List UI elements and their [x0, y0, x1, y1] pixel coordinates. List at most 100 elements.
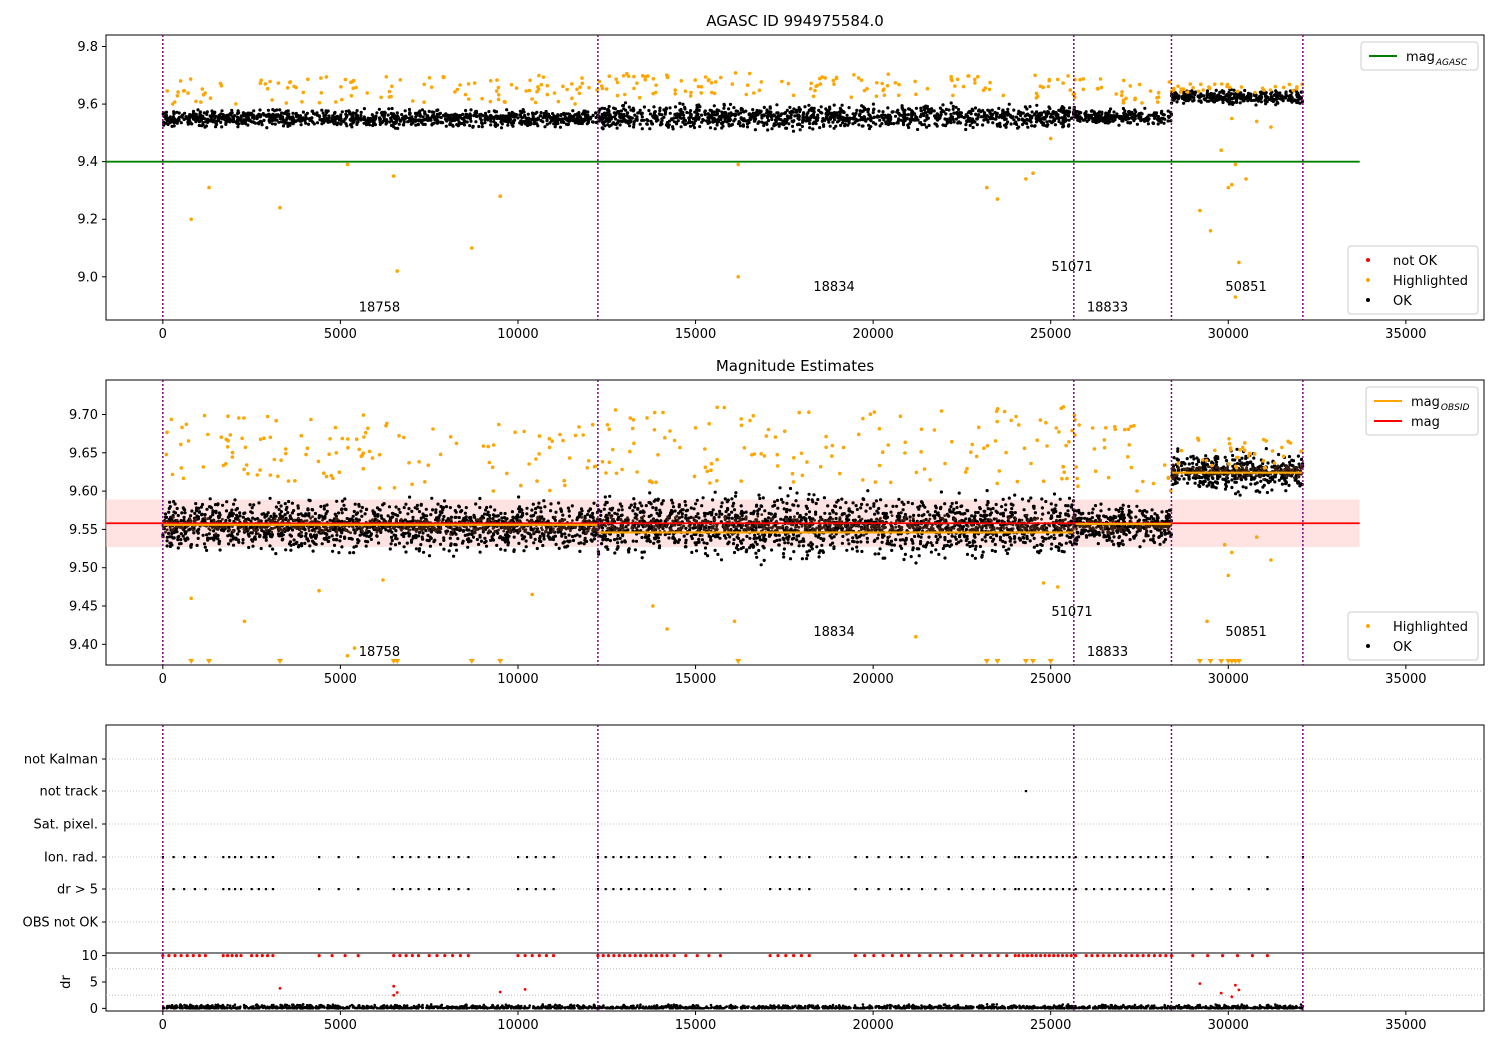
data-point [404, 502, 408, 506]
data-point [1289, 94, 1293, 98]
data-point [389, 116, 393, 120]
data-point [749, 113, 753, 117]
data-point [908, 107, 912, 111]
data-point [1106, 121, 1110, 125]
highlighted-point [665, 75, 670, 80]
data-point [502, 538, 506, 542]
data-point [442, 499, 447, 503]
data-point [930, 107, 934, 111]
data-point [256, 532, 260, 536]
data-point [199, 118, 203, 122]
data-point [1012, 118, 1016, 122]
data-point [1156, 122, 1160, 126]
data-point [351, 120, 355, 124]
data-point [1006, 110, 1010, 114]
data-point [291, 111, 295, 115]
data-point [303, 541, 307, 546]
data-point [225, 113, 229, 117]
data-point [177, 542, 182, 546]
highlighted-point [466, 97, 471, 101]
data-point [653, 110, 657, 114]
highlighted-point [1128, 84, 1133, 88]
highlighted-point [509, 82, 514, 87]
data-point [962, 115, 966, 120]
data-point [491, 538, 496, 542]
data-point [621, 103, 626, 108]
data-point [906, 113, 911, 117]
data-point [277, 534, 281, 538]
data-point [800, 124, 805, 129]
data-point [257, 501, 261, 505]
data-point [1121, 106, 1125, 111]
data-point [1037, 118, 1041, 122]
data-point [798, 128, 802, 132]
data-point [590, 120, 595, 124]
data-point [922, 123, 927, 127]
data-point [361, 526, 365, 529]
highlighted-point [856, 76, 861, 80]
data-point [194, 502, 198, 506]
highlighted-point [1148, 89, 1153, 93]
data-point [462, 120, 466, 124]
highlighted-point [570, 82, 574, 86]
data-point [1096, 115, 1100, 119]
data-point [219, 120, 223, 124]
data-point [567, 514, 572, 518]
data-point [191, 112, 196, 116]
data-point [608, 119, 612, 123]
data-point [547, 531, 551, 535]
data-point [1264, 98, 1268, 102]
data-point [539, 118, 543, 123]
data-point [975, 123, 979, 127]
data-point [247, 545, 251, 550]
data-point [638, 122, 642, 126]
data-point [533, 527, 536, 530]
data-point [591, 511, 595, 516]
data-point [491, 517, 495, 521]
data-point [540, 532, 545, 536]
data-point [461, 112, 465, 116]
data-point [419, 543, 423, 547]
data-point [732, 106, 736, 110]
data-point [1241, 99, 1245, 103]
highlighted-point [301, 90, 306, 95]
highlighted-point [1253, 90, 1257, 95]
highlighted-point [818, 82, 823, 86]
data-point [965, 114, 969, 118]
x-tick-label: 0 [159, 327, 167, 342]
data-point [688, 124, 693, 128]
data-point [822, 124, 826, 128]
data-point [175, 506, 179, 511]
data-point [523, 113, 527, 118]
data-point [541, 543, 545, 548]
data-point [425, 514, 429, 518]
data-point [1048, 119, 1052, 123]
highlighted-point [387, 89, 392, 94]
data-point [417, 549, 421, 553]
data-point [1143, 106, 1147, 110]
data-point [766, 128, 770, 132]
data-point [521, 527, 525, 531]
data-point [205, 507, 209, 511]
data-point [163, 512, 168, 516]
data-point [315, 111, 319, 115]
data-point [250, 506, 254, 510]
data-point [372, 121, 376, 125]
y-tick-label: 9.2 [77, 213, 98, 228]
data-point [1030, 110, 1034, 114]
data-point [703, 110, 707, 114]
highlighted-point [1262, 88, 1266, 92]
data-point [421, 115, 425, 119]
data-point [695, 103, 699, 107]
highlighted-point [1230, 182, 1234, 187]
data-point [322, 117, 327, 121]
data-point [780, 122, 784, 126]
data-point [296, 512, 300, 517]
data-point [236, 118, 240, 122]
data-point [505, 108, 509, 112]
data-point [571, 109, 575, 113]
highlighted-point [441, 75, 446, 80]
data-point [687, 120, 692, 124]
highlighted-point [1226, 185, 1231, 190]
data-point [886, 106, 890, 110]
